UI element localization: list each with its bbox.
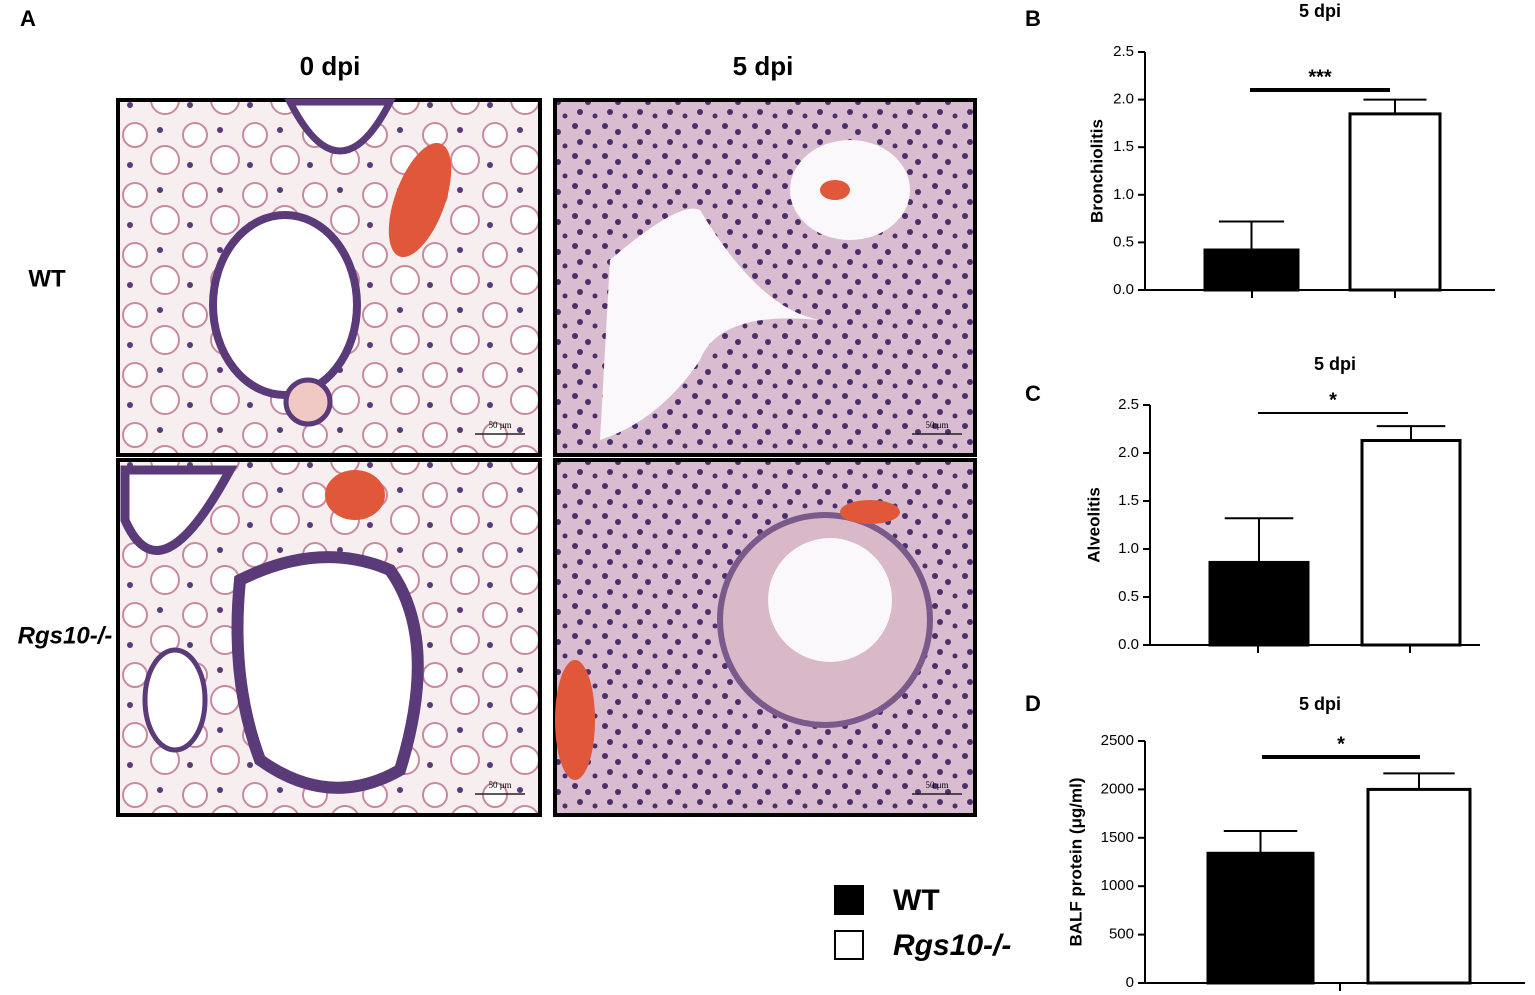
chart-title: 5 dpi <box>1314 354 1356 374</box>
panel-label: B <box>1025 6 1041 31</box>
significance-label: *** <box>1308 66 1332 88</box>
y-tick-label: 2.5 <box>1118 396 1139 413</box>
y-tick-label: 500 <box>1109 926 1134 943</box>
micrograph-wt-5dpi <box>553 98 977 457</box>
micrograph-rgs10-0dpi <box>116 458 542 817</box>
bar <box>1366 787 1472 985</box>
bar <box>1360 439 1462 647</box>
row-label: Rgs10-/- <box>18 622 113 649</box>
y-tick-label: 2000 <box>1101 780 1134 797</box>
bar <box>1208 560 1310 647</box>
chart-title: 5 dpi <box>1299 1 1341 21</box>
micrograph-rgs10-5dpi <box>553 458 977 817</box>
y-tick-label: 1.5 <box>1113 138 1134 155</box>
y-tick-label: 0.0 <box>1118 636 1139 653</box>
scale-bar-label: 50 μm <box>925 420 948 430</box>
y-tick-label: 2.0 <box>1113 91 1134 108</box>
bar <box>1203 248 1300 292</box>
y-axis-label: Alveolitis <box>1084 487 1103 563</box>
legend-label: WT <box>893 884 940 917</box>
y-tick-label: 1.0 <box>1118 540 1139 557</box>
bar <box>1348 112 1442 292</box>
y-tick-label: 1000 <box>1101 877 1134 894</box>
legend-swatch <box>834 930 864 960</box>
y-tick-label: 0.5 <box>1113 233 1134 250</box>
legend-swatch <box>834 885 864 915</box>
y-tick-label: 2500 <box>1101 732 1134 749</box>
micrograph-wt-0dpi <box>116 98 542 457</box>
panel-label: A <box>20 6 36 31</box>
column-label: 0 dpi <box>300 51 361 81</box>
bar <box>1206 851 1315 985</box>
panel-label: D <box>1025 691 1041 716</box>
row-label: WT <box>28 265 66 292</box>
chart-title: 5 dpi <box>1299 694 1341 714</box>
y-tick-label: 1500 <box>1101 829 1134 846</box>
significance-label: * <box>1329 389 1337 411</box>
significance-label: * <box>1337 733 1345 755</box>
y-tick-label: 0.5 <box>1118 588 1139 605</box>
y-tick-label: 0.0 <box>1113 281 1134 298</box>
y-axis-label: Bronchiolitis <box>1087 119 1106 223</box>
scale-bar-label: 50 μm <box>488 420 511 430</box>
y-tick-label: 2.5 <box>1113 43 1134 60</box>
column-label: 5 dpi <box>733 51 794 81</box>
y-tick-label: 1.0 <box>1113 186 1134 203</box>
scale-bar-label: 50 μm <box>925 780 948 790</box>
y-axis-label: BALF protein (μg/ml) <box>1066 777 1085 946</box>
y-tick-label: 0 <box>1126 974 1134 991</box>
legend-label: Rgs10-/- <box>893 929 1011 962</box>
y-tick-label: 2.0 <box>1118 444 1139 461</box>
scale-bar-label: 50 μm <box>488 780 511 790</box>
panel-label: C <box>1025 381 1041 406</box>
y-tick-label: 1.5 <box>1118 492 1139 509</box>
